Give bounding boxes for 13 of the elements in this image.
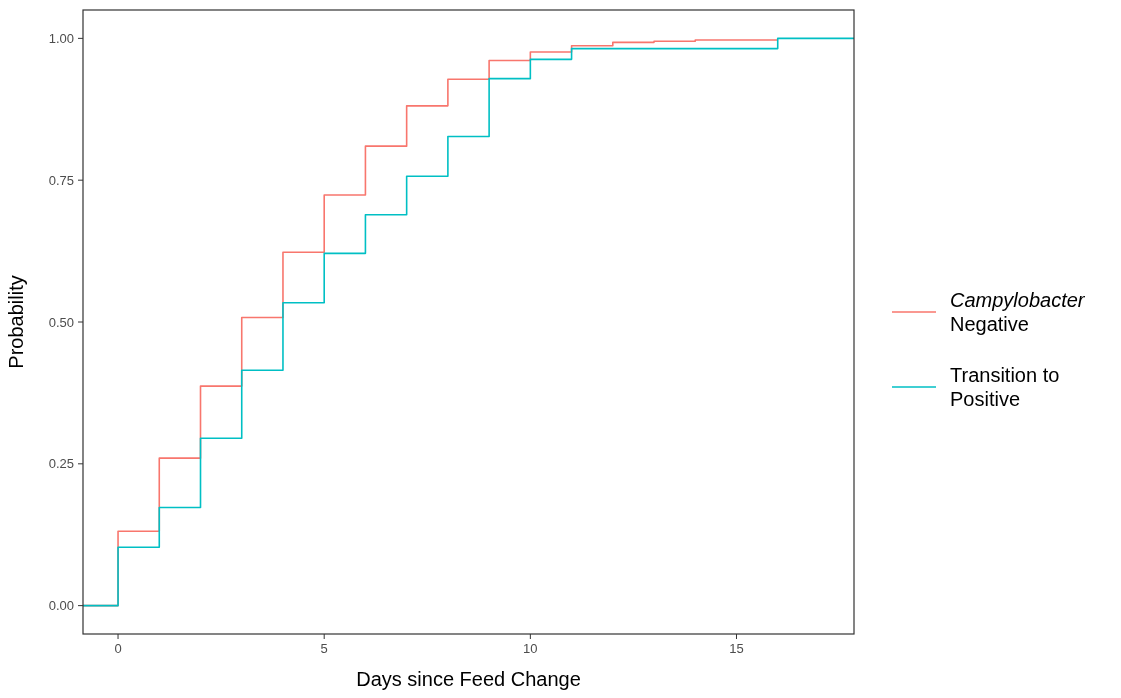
x-tick-label: 0 — [114, 641, 122, 656]
x-axis-title: Days since Feed Change — [356, 668, 581, 690]
y-tick-label: 0.50 — [48, 314, 74, 330]
y-tick-label: 0.75 — [48, 172, 74, 188]
y-axis-title: Probability — [5, 275, 27, 369]
x-tick-label: 15 — [729, 641, 744, 656]
x-tick-label: 10 — [523, 641, 538, 656]
y-tick-label: 0.00 — [48, 598, 74, 614]
legend-label: Transition to Positive — [950, 364, 1060, 410]
y-tick-label: 0.25 — [48, 456, 74, 472]
x-tick-label: 5 — [320, 641, 328, 656]
y-tick-label: 1.00 — [48, 30, 74, 46]
legend-label: Campylobacter Negative — [950, 289, 1086, 335]
